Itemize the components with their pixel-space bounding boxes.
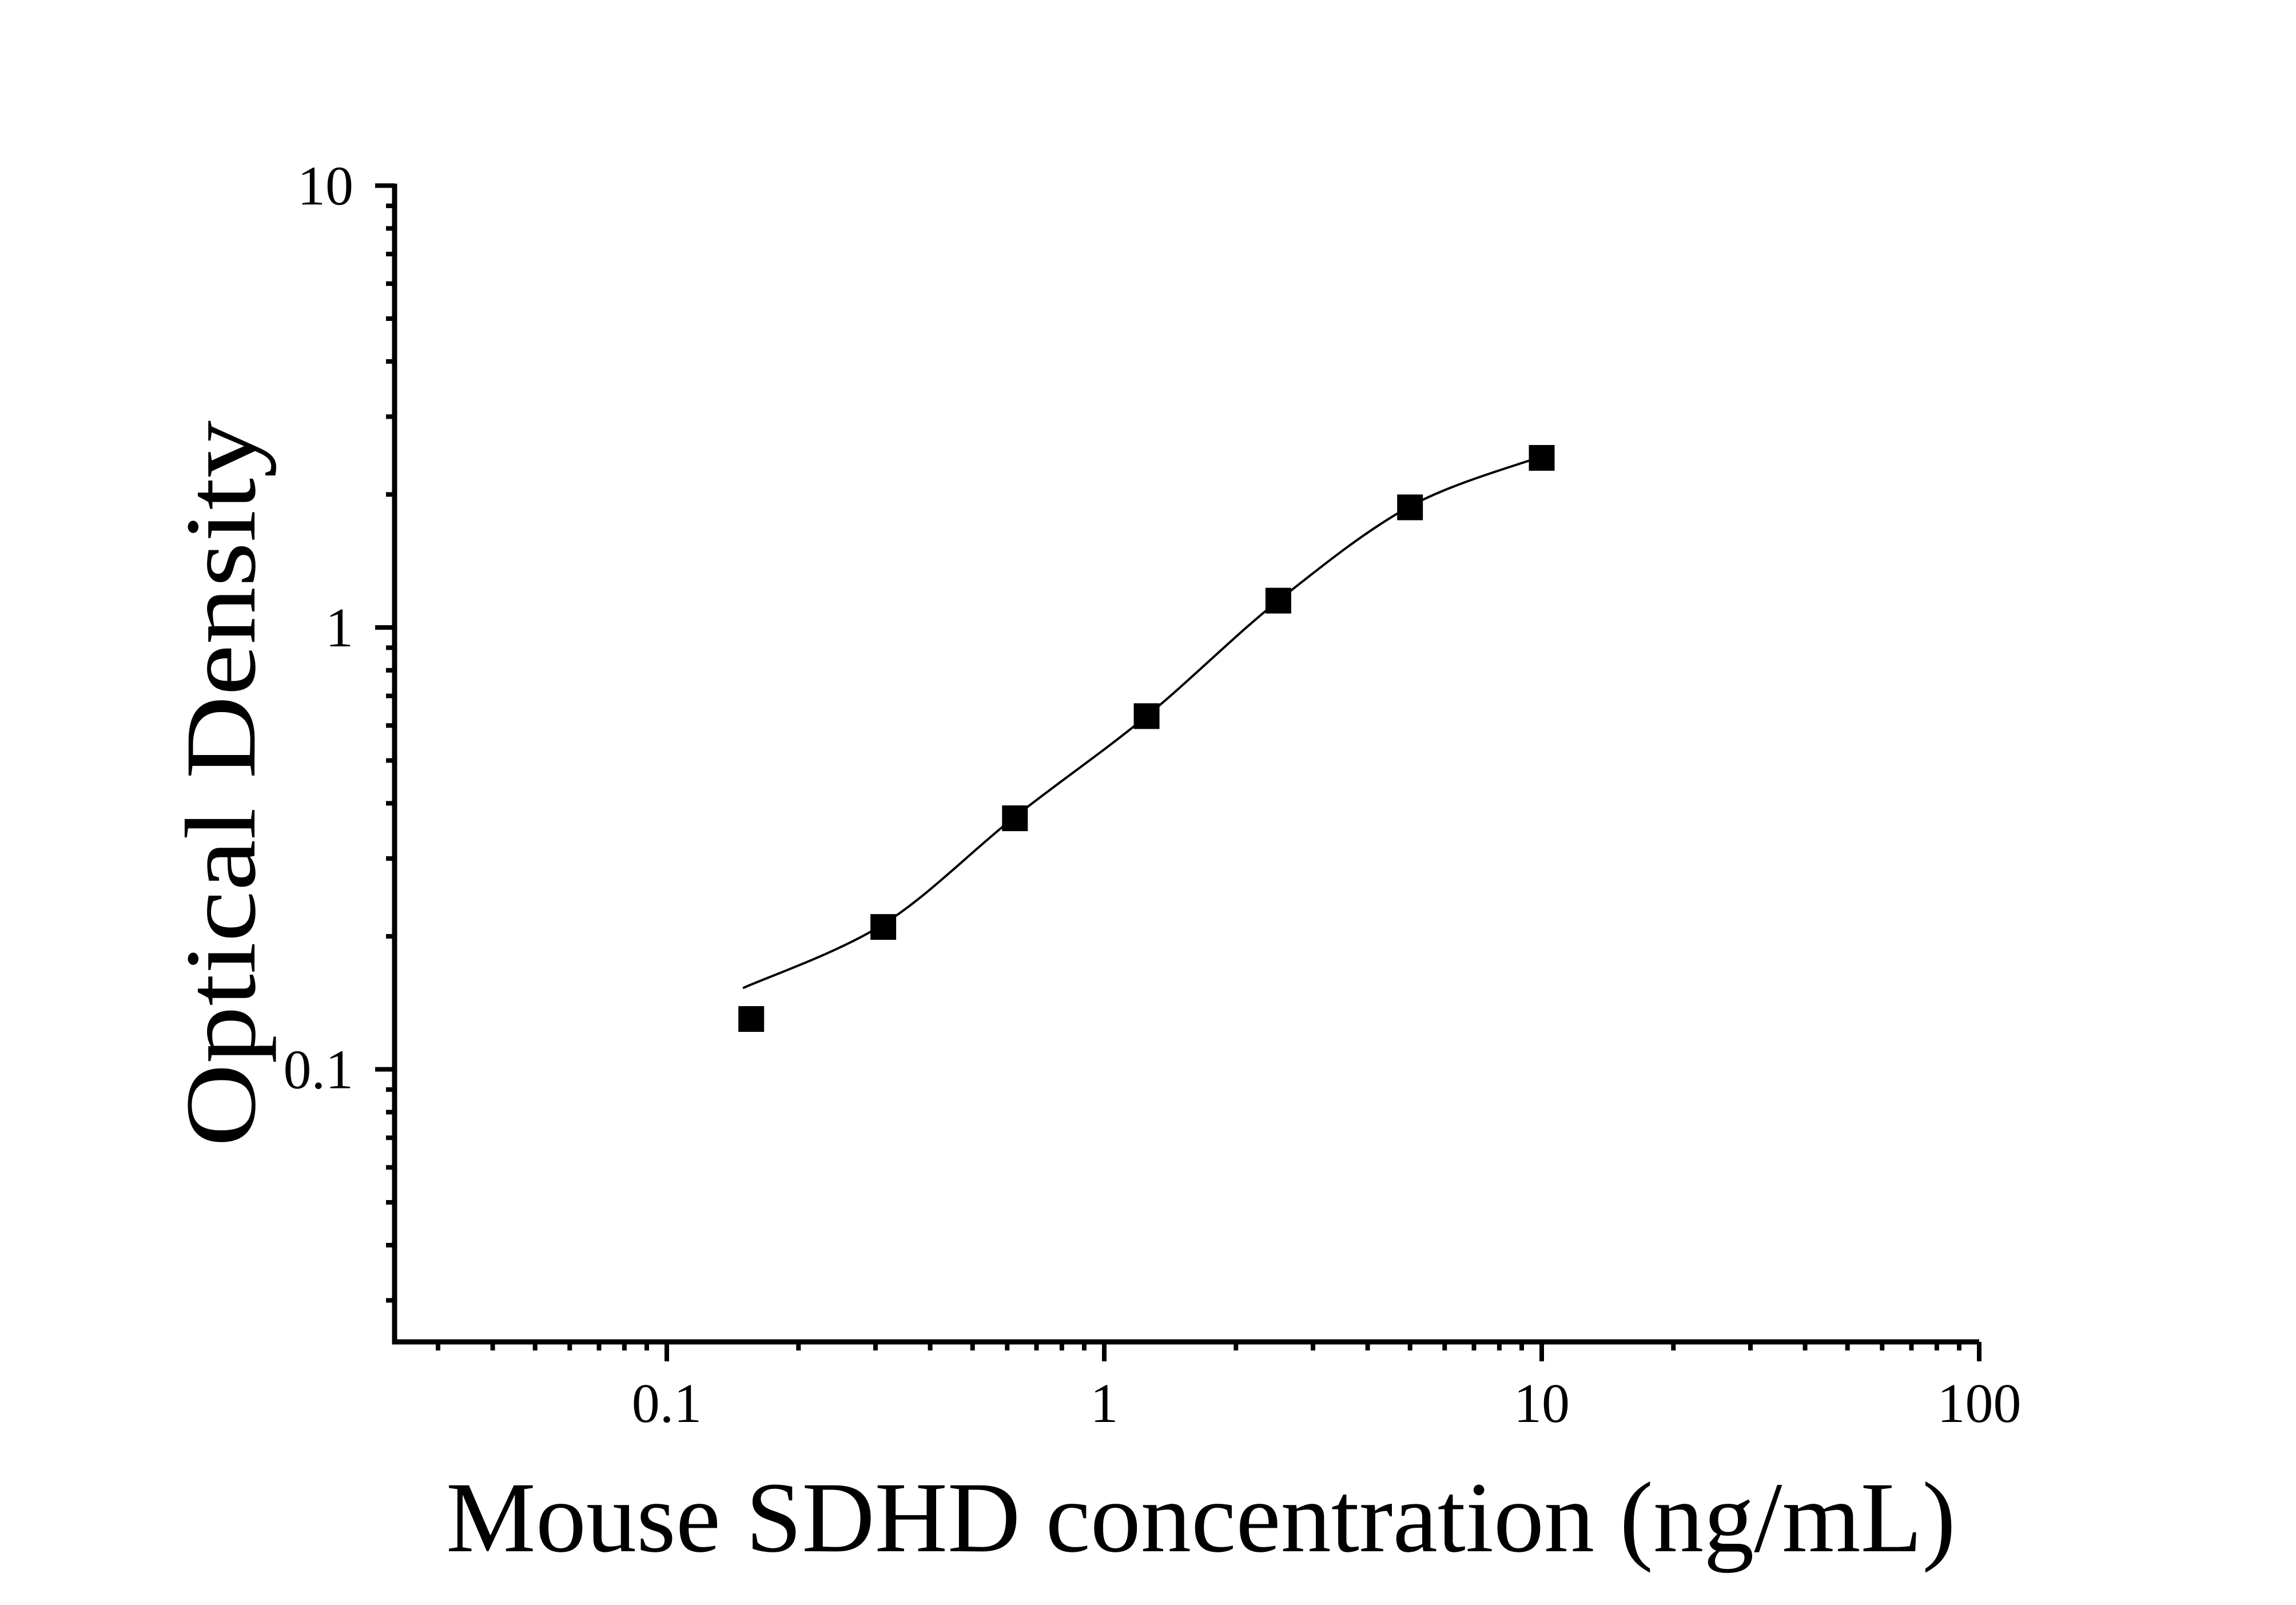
y-tick-label: 1 [325,597,353,659]
data-points [738,445,1555,1032]
data-point-marker [870,914,897,940]
data-point-marker [1002,805,1028,832]
x-tick-label: 0.1 [632,1373,702,1435]
axis-lines [392,184,1979,1345]
y-axis-title: Optical Density [165,420,277,1147]
tick-labels: 0.1 1 10 100 10 1 0.1 [284,156,2022,1435]
axes [392,184,1979,1345]
data-point-marker [1529,445,1555,471]
y-tick-label: 0.1 [284,1039,354,1101]
data-point-marker [1397,494,1423,521]
data-point-marker [1265,587,1291,614]
x-tick-label: 100 [1937,1373,2022,1435]
x-axis-title: Mouse SDHD concentration (ng/mL) [446,1462,1956,1574]
data-point-marker [1133,703,1160,729]
x-tick-label: 1 [1091,1373,1119,1435]
x-tick-label: 10 [1514,1373,1570,1435]
y-tick-label: 10 [297,156,353,217]
data-point-marker [738,1006,765,1032]
axis-ticks [375,183,1981,1361]
